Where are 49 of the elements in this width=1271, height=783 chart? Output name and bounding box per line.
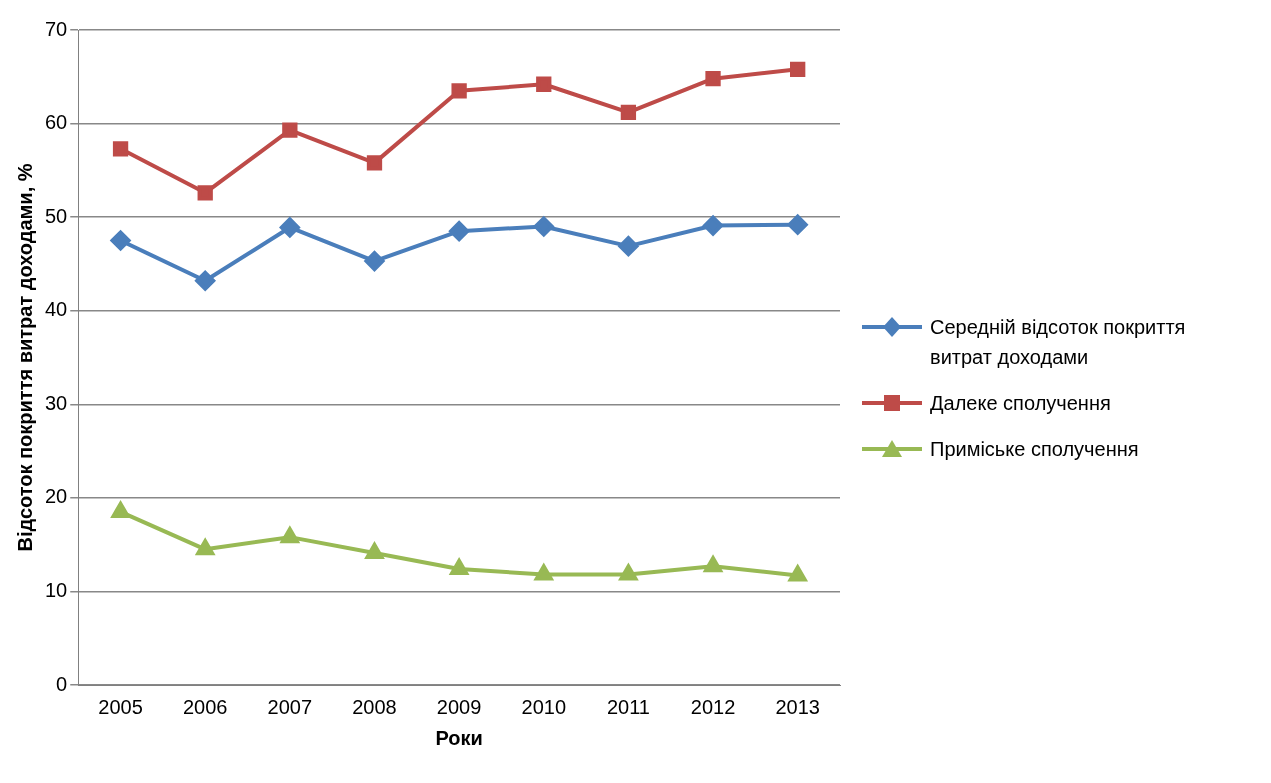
point <box>196 539 215 556</box>
point <box>787 214 808 235</box>
point <box>449 221 470 242</box>
point <box>703 215 724 236</box>
point <box>787 563 808 582</box>
point <box>112 141 129 157</box>
point <box>536 76 552 92</box>
point <box>704 556 722 573</box>
point <box>279 217 300 238</box>
x-tick-label: 2006 <box>182 695 228 718</box>
point <box>282 122 298 138</box>
point <box>366 155 383 171</box>
point <box>110 230 131 251</box>
point <box>533 562 554 581</box>
y-tick-label: 10 <box>45 578 68 601</box>
x-tick-label: 2005 <box>98 695 143 718</box>
x-tick-label: 2010 <box>521 695 567 718</box>
point <box>705 71 721 87</box>
point <box>280 527 299 544</box>
point <box>365 543 384 560</box>
legend-label: Приміське сполучення <box>930 436 1139 462</box>
y-axis-title: Відсоток покриття витрат доходами, % <box>13 163 36 552</box>
x-tick-label: 2012 <box>690 695 736 718</box>
x-tick-label: 2008 <box>352 695 397 718</box>
point <box>111 501 130 518</box>
y-tick-label: 30 <box>45 391 68 414</box>
y-tick-label: 40 <box>45 298 68 321</box>
y-tick-label: 20 <box>45 485 68 508</box>
point <box>450 558 469 575</box>
y-tick-label: 70 <box>45 17 68 40</box>
legend-label: Середній відсоток покриття витрат доходами <box>930 314 1187 370</box>
legend-label: Далеке сполучення <box>930 390 1111 416</box>
point <box>451 83 467 99</box>
y-tick-label: 60 <box>45 111 68 134</box>
y-tick-label: 50 <box>45 204 68 227</box>
y-tick-label: 0 <box>56 672 68 695</box>
point <box>618 562 639 581</box>
point <box>618 236 639 257</box>
point <box>533 216 554 237</box>
point <box>364 251 385 272</box>
x-axis-title: Роки <box>435 726 483 749</box>
point <box>620 104 637 120</box>
x-tick-label: 2011 <box>606 695 650 718</box>
point <box>197 185 213 201</box>
point <box>790 61 806 77</box>
x-tick-label: 2009 <box>436 695 482 718</box>
point <box>195 270 216 291</box>
x-tick-label: 2007 <box>267 695 313 718</box>
x-tick-label: 2013 <box>775 695 820 718</box>
